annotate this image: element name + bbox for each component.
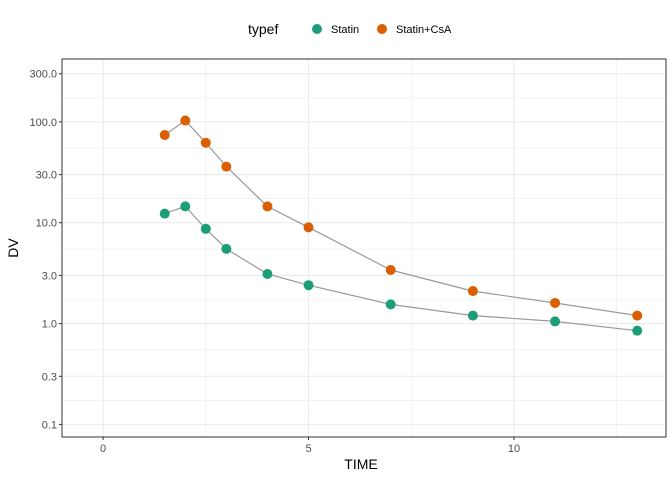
plot-border bbox=[61, 58, 667, 438]
y-tick-label: 100.0 bbox=[29, 117, 57, 129]
data-point bbox=[159, 130, 170, 141]
y-tick-label: 0.3 bbox=[42, 371, 57, 383]
series-line bbox=[164, 119, 638, 317]
data-point bbox=[262, 268, 273, 279]
data-point bbox=[303, 222, 314, 233]
data-point bbox=[550, 316, 561, 327]
data-point bbox=[550, 297, 561, 308]
data-point bbox=[221, 243, 232, 254]
data-point bbox=[385, 299, 396, 310]
data-point bbox=[200, 137, 211, 148]
data-point bbox=[221, 161, 232, 172]
legend-key bbox=[377, 24, 387, 34]
data-point bbox=[159, 208, 170, 219]
y-tick-label: 10.0 bbox=[36, 218, 57, 230]
y-tick-label: 3.0 bbox=[42, 270, 57, 282]
y-tick-label: 0.1 bbox=[42, 419, 57, 431]
x-tick-label: 10 bbox=[508, 443, 520, 455]
data-point bbox=[385, 264, 396, 275]
data-point bbox=[262, 201, 273, 212]
series-line bbox=[164, 205, 638, 332]
x-tick-label: 5 bbox=[305, 443, 311, 455]
y-axis-title: DV bbox=[5, 238, 21, 258]
data-point bbox=[180, 115, 191, 126]
legend-key bbox=[312, 24, 322, 34]
data-point bbox=[303, 280, 314, 291]
legend-label: Statin bbox=[331, 24, 359, 36]
legend-label: Statin+CsA bbox=[396, 24, 452, 36]
y-tick-label: 30.0 bbox=[36, 170, 57, 182]
data-point bbox=[200, 223, 211, 234]
x-tick-label: 0 bbox=[100, 443, 106, 455]
data-point bbox=[632, 310, 643, 321]
data-point bbox=[180, 201, 191, 212]
data-point bbox=[467, 286, 478, 297]
legend-title: typef bbox=[248, 21, 278, 37]
legend: typef Statin Statin+CsA bbox=[248, 21, 452, 37]
x-axis-title: TIME bbox=[344, 456, 377, 472]
y-tick-label: 1.0 bbox=[42, 319, 57, 331]
data-point bbox=[467, 310, 478, 321]
y-tick-label: 300.0 bbox=[29, 69, 57, 81]
plot-panel bbox=[62, 59, 666, 437]
data-point bbox=[632, 325, 643, 336]
